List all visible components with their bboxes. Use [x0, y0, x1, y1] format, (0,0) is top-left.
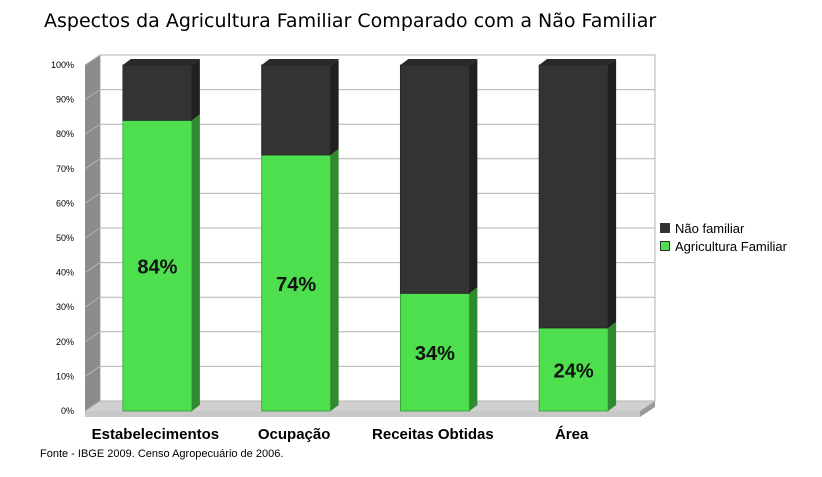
bar-front-face — [538, 327, 609, 412]
legend-swatch-agricultura-familiar — [660, 241, 670, 251]
bar-ocupacao-nao-familiar — [261, 59, 339, 156]
data-label: 84% — [137, 257, 177, 279]
bar-receitas-obtidas-nao-familiar — [399, 59, 478, 294]
data-label: 34% — [415, 343, 455, 365]
y-tick-label: 100% — [51, 60, 74, 70]
bar-receitas-obtidas-agricultura-familiar: 34% — [399, 287, 478, 412]
bar-side-face — [191, 59, 200, 121]
y-tick-label: 0% — [61, 406, 74, 416]
gridline-side — [84, 365, 101, 377]
source-note: Fonte - IBGE 2009. Censo Agropecuário de… — [40, 448, 284, 460]
data-label: 24% — [554, 360, 594, 382]
gridline-side — [84, 227, 101, 239]
bar-front-face — [261, 154, 332, 412]
bars: 84% 74% 34% 24% — [122, 59, 617, 412]
y-tick-label: 20% — [56, 337, 74, 347]
legend: Não familiar Agricultura Familiar — [660, 219, 787, 255]
bar-side-face — [608, 321, 617, 411]
legend-label-agricultura-familiar: Agricultura Familiar — [675, 238, 787, 254]
floor-front — [85, 411, 640, 417]
gridline-side — [84, 89, 101, 101]
bar-front-face — [122, 64, 193, 121]
y-tick-label: 10% — [56, 371, 74, 381]
y-tick-label: 80% — [56, 129, 74, 139]
floor-top — [85, 401, 655, 411]
x-category-label: Receitas Obtidas — [372, 426, 494, 443]
bar-area-agricultura-familiar: 24% — [538, 321, 617, 412]
gridline-side — [84, 400, 101, 412]
gridline-side — [84, 296, 101, 308]
floor-side — [640, 401, 655, 417]
bar-side-face — [469, 287, 478, 411]
bar-top-face — [122, 59, 200, 65]
data-label: 74% — [276, 274, 316, 296]
bar-front-face — [261, 64, 332, 156]
x-category-label: Ocupação — [258, 426, 331, 443]
x-axis-category-labels: Estabelecimentos Ocupação Receitas Obtidas… — [92, 426, 589, 443]
y-tick-label: 90% — [56, 95, 74, 105]
gridline-side — [84, 192, 101, 204]
y-tick-label: 40% — [56, 268, 74, 278]
gridline-side — [84, 158, 101, 170]
bar-ocupacao-agricultura-familiar: 74% — [261, 148, 339, 412]
bar-front-face — [538, 64, 609, 329]
legend-item-agricultura-familiar: Agricultura Familiar — [660, 237, 787, 255]
gridline-side — [84, 262, 101, 274]
legend-item-nao-familiar: Não familiar — [660, 219, 787, 237]
bar-top-face — [400, 59, 478, 65]
bar-side-face — [330, 59, 339, 155]
bar-side-face — [191, 114, 200, 412]
bar-side-face — [330, 148, 339, 411]
y-tick-label: 50% — [56, 233, 74, 243]
x-category-label: Estabelecimentos — [92, 426, 220, 443]
bar-front-face — [399, 64, 470, 294]
y-tick-label: 60% — [56, 198, 74, 208]
gridline-side — [84, 123, 101, 135]
legend-swatch-nao-familiar — [660, 223, 670, 233]
legend-label-nao-familiar: Não familiar — [675, 220, 745, 236]
y-axis-tick-labels: 0% 10% 20% 30% 40% 50% 60% 70% 80% 90% 100% — [51, 60, 74, 416]
y-tick-label: 70% — [56, 164, 74, 174]
bar-side-face — [608, 59, 617, 328]
x-category-label: Área — [555, 426, 589, 443]
bar-estabelecimentos-agricultura-familiar: 84% — [122, 114, 200, 412]
bar-side-face — [469, 59, 478, 294]
bar-top-face — [539, 59, 617, 65]
bar-front-face — [122, 119, 193, 412]
gridline-side — [84, 54, 101, 66]
bar-top-face — [261, 59, 339, 65]
y-tick-label: 30% — [56, 302, 74, 312]
bar-area-nao-familiar — [538, 59, 617, 329]
gridline-side — [84, 331, 101, 343]
bar-estabelecimentos-nao-familiar — [122, 59, 200, 121]
chart-title: Aspectos da Agricultura Familiar Compara… — [44, 10, 657, 32]
